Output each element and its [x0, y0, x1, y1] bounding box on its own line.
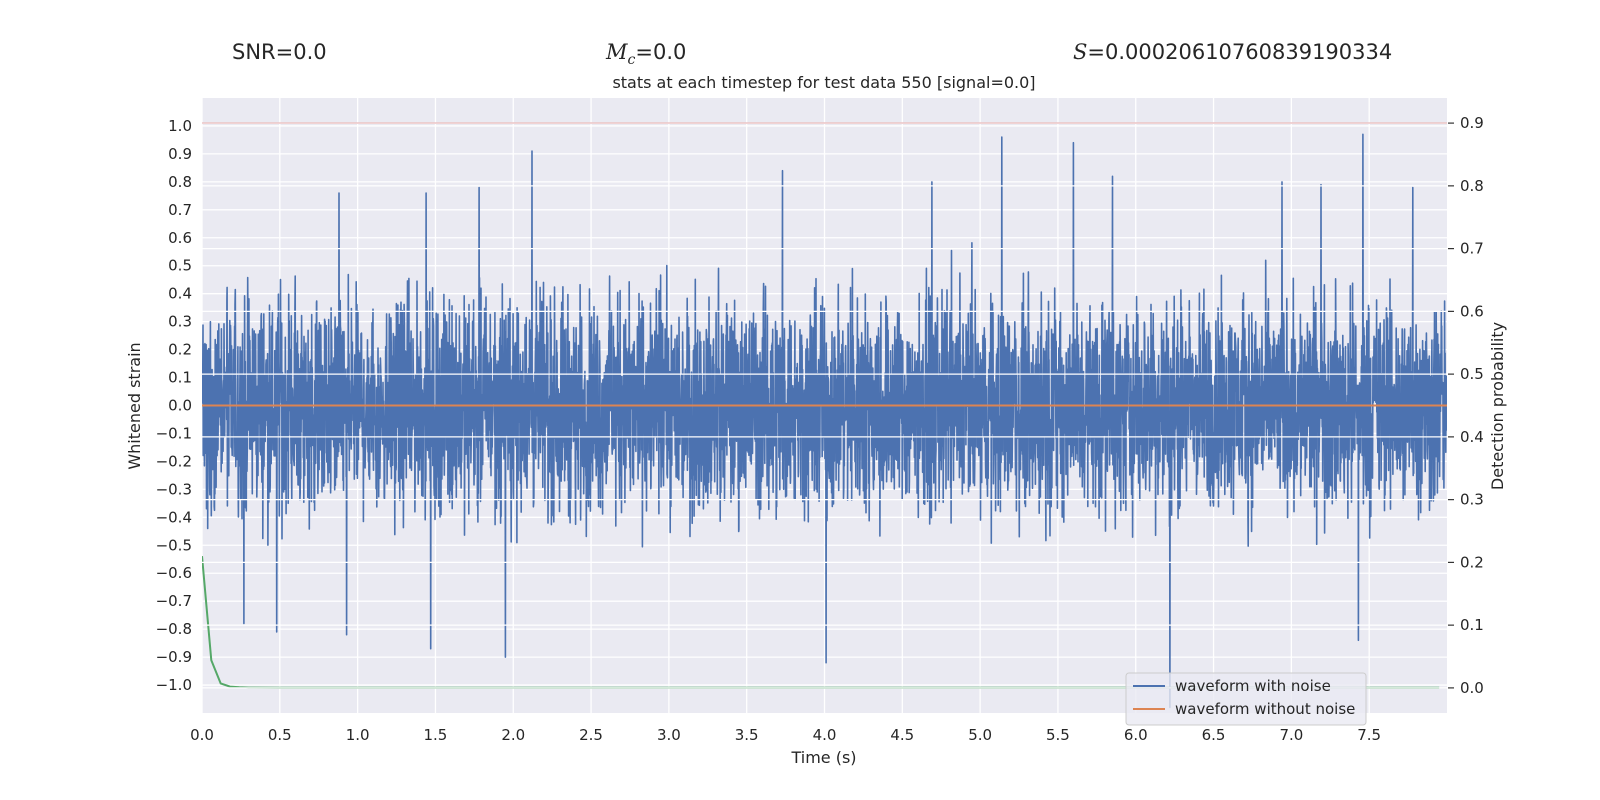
y2-tick-label: 0.6	[1460, 302, 1484, 320]
snr-stat: SNR=0.0	[232, 40, 327, 64]
legend: waveform with noise waveform without noi…	[1125, 672, 1367, 726]
y2-tick-label: 0.0	[1460, 679, 1484, 697]
y2-tick-label: 0.7	[1460, 240, 1484, 258]
chirp-mass-subscript: c	[627, 52, 636, 69]
x-axis-title: Time (s)	[790, 748, 856, 767]
x-tick-label: 0.0	[190, 726, 214, 744]
x-tick-label: 4.5	[890, 726, 914, 744]
y-tick-label: −0.8	[156, 620, 192, 638]
y-tick-label: 0.6	[168, 229, 192, 247]
right-axis-gridlines	[202, 122, 1447, 689]
y-tick-label: −0.2	[156, 452, 192, 470]
x-tick-label: 5.0	[968, 726, 992, 744]
y-tick-label: −0.1	[156, 424, 192, 442]
legend-label-noise: waveform with noise	[1175, 677, 1331, 695]
y-axis-title: Whitened strain	[125, 342, 144, 469]
series-layer	[202, 122, 1447, 709]
x-tick-label: 2.0	[501, 726, 525, 744]
y-tick-label: 0.1	[168, 369, 192, 387]
y-tick-label: −0.5	[156, 536, 192, 554]
y2-axis-title: Detection probability	[1488, 322, 1507, 490]
x-axis-ticks: 0.0 0.5 1.0 1.5 2.0 2.5 3.0 3.5 4.0 4.5 5.0 5.5 6.0 6…	[190, 726, 1381, 744]
s-stat: S=0.00020610760839190334	[1073, 40, 1392, 64]
waveform-with-noise-line	[202, 133, 1447, 709]
y2-tick-label: 0.1	[1460, 616, 1484, 634]
x-tick-label: 7.5	[1357, 726, 1381, 744]
y-tick-label: 0.2	[168, 341, 192, 359]
y2-tick-label: 0.9	[1460, 114, 1484, 132]
legend-box	[1125, 672, 1367, 726]
chirp-mass-symbol: M	[606, 40, 628, 64]
y-tick-label: −0.9	[156, 648, 192, 666]
x-tick-label: 6.5	[1202, 726, 1226, 744]
chirp-mass-stat: Mc=0.0	[606, 40, 686, 68]
y-tick-label: 0.9	[168, 145, 192, 163]
y-tick-label: −1.0	[156, 676, 192, 694]
y2-tick-label: 0.5	[1460, 365, 1484, 383]
x-tick-label: 7.0	[1279, 726, 1303, 744]
chart-title: stats at each timestep for test data 550…	[612, 73, 1035, 92]
x-tick-label: 0.5	[268, 726, 292, 744]
x-tick-label: 2.5	[579, 726, 603, 744]
y-tick-label: 0.4	[168, 285, 192, 303]
x-tick-label: 3.5	[735, 726, 759, 744]
y-tick-label: 0.5	[168, 257, 192, 275]
x-tick-label: 1.5	[424, 726, 448, 744]
y-tick-label: −0.6	[156, 564, 192, 582]
legend-label-clean: waveform without noise	[1175, 700, 1355, 718]
y-tick-label: 0.7	[168, 201, 192, 219]
y-tick-label: 0.3	[168, 313, 192, 331]
s-symbol: S	[1073, 40, 1088, 64]
y2-tick-label: 0.4	[1460, 428, 1484, 446]
x-tick-label: 4.0	[813, 726, 837, 744]
y2-tick-label: 0.3	[1460, 491, 1484, 509]
y-tick-label: 0.0	[168, 397, 192, 415]
y-axis-ticks: 1.0 0.9 0.8 0.7 0.6 0.5 0.4 0.3 0.2 0.1 0.0 −0.1 −0.…	[156, 117, 192, 694]
x-tick-label: 1.0	[346, 726, 370, 744]
s-value: =0.00020610760839190334	[1087, 40, 1393, 64]
chirp-mass-value: =0.0	[635, 40, 687, 64]
x-tick-label: 6.0	[1124, 726, 1148, 744]
x-tick-label: 5.5	[1046, 726, 1070, 744]
y-tick-label: −0.7	[156, 592, 192, 610]
y-tick-label: −0.4	[156, 508, 192, 526]
x-tick-label: 3.0	[657, 726, 681, 744]
snr-label: SNR=	[232, 40, 294, 64]
y2-axis-ticks: 0.9 0.8 0.7 0.6 0.5 0.4 0.3 0.2 0.1 0.0	[1448, 114, 1484, 697]
y-tick-label: 1.0	[168, 117, 192, 135]
y-tick-label: −0.3	[156, 480, 192, 498]
snr-value: 0.0	[293, 40, 327, 64]
y2-tick-label: 0.2	[1460, 553, 1484, 571]
y2-tick-label: 0.8	[1460, 177, 1484, 195]
y-tick-label: 0.8	[168, 173, 192, 191]
